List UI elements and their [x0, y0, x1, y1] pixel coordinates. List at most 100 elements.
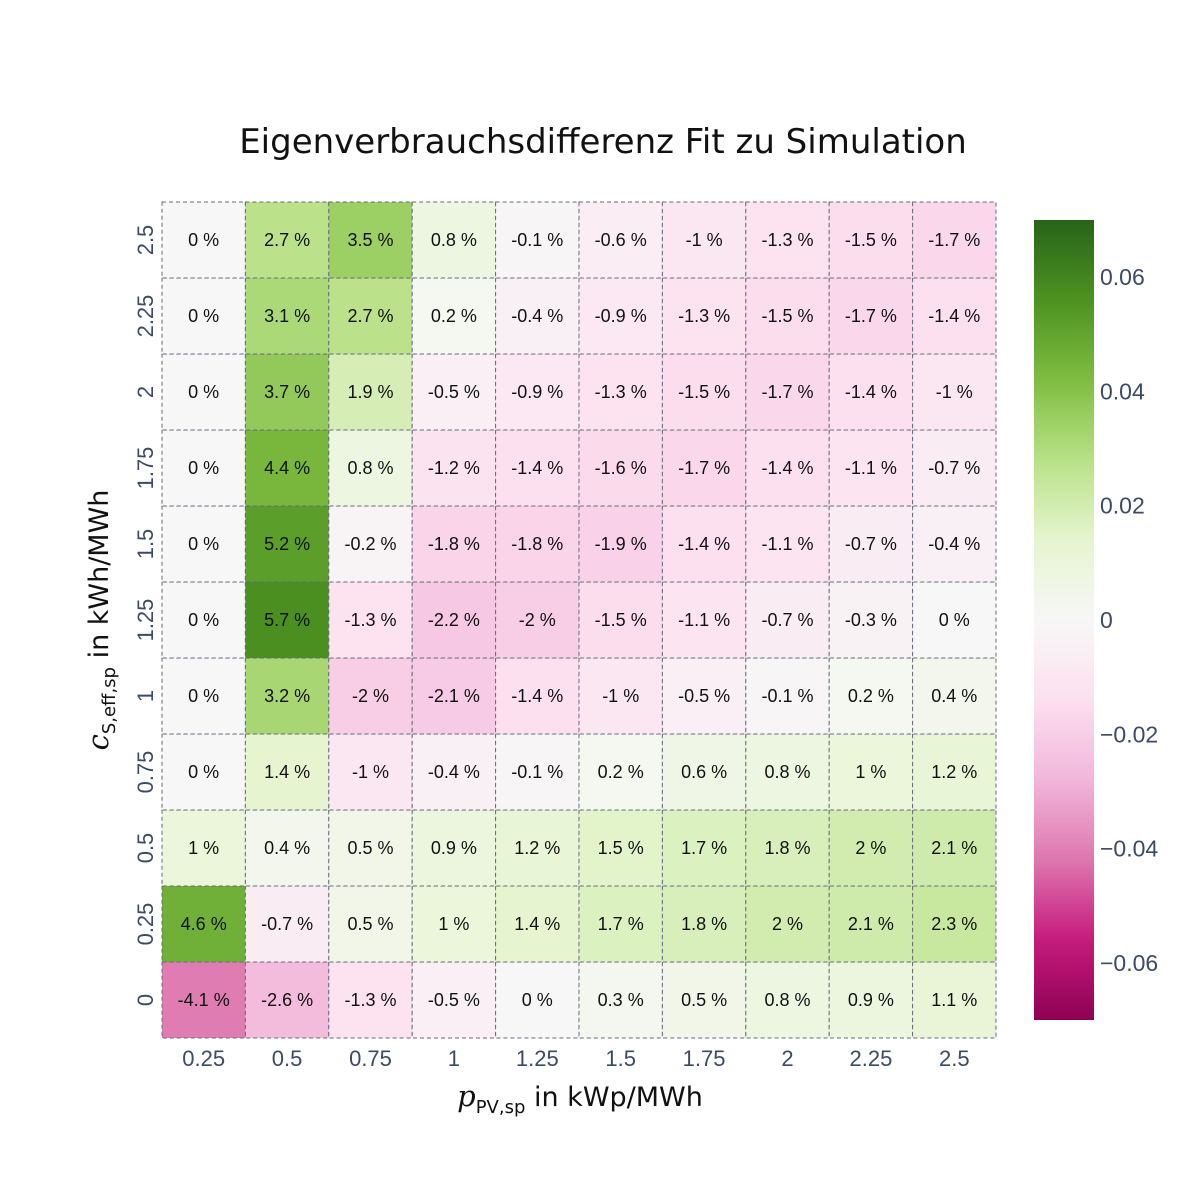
cell-value-label: -0.5 % — [428, 990, 480, 1010]
heatmap-cell — [828, 505, 914, 583]
heatmap-cell — [328, 581, 413, 659]
heatmap-cell — [912, 429, 997, 507]
colorbar — [1034, 220, 1094, 1020]
heatmap-cell — [828, 429, 914, 507]
cell-value-label: -1.8 % — [428, 534, 480, 554]
cell-value-label: -0.7 % — [928, 458, 980, 478]
cell-value-label: 1.8 % — [764, 838, 810, 858]
heatmap-cell — [244, 201, 330, 279]
colorbar-tick-label: 0 — [1100, 607, 1113, 633]
heatmap-cell — [578, 277, 663, 355]
heatmap-cell — [828, 657, 914, 735]
cell-value-label: 0.8 % — [431, 230, 477, 250]
cell-value-label: 4.6 % — [181, 914, 227, 934]
heatmap-cell — [828, 581, 914, 659]
heatmap-cell — [161, 201, 246, 279]
cell-value-label: 0 % — [188, 534, 219, 554]
cell-value-label: -1.4 % — [928, 306, 980, 326]
cell-value-label: 1.2 % — [514, 838, 560, 858]
cell-value-label: -1.3 % — [595, 382, 647, 402]
cell-value-label: -0.4 % — [511, 306, 563, 326]
cell-value-label: -1.4 % — [511, 686, 563, 706]
cell-value-label: 1.1 % — [931, 990, 977, 1010]
y-axis-unit: in kWh/MWh — [84, 490, 115, 667]
cell-value-label: 0.2 % — [598, 762, 644, 782]
heatmap-cell — [828, 201, 914, 279]
heatmap-cell — [495, 809, 580, 887]
x-tick-label: 1.75 — [683, 1046, 726, 1071]
y-tick-label: 2 — [133, 386, 158, 398]
cell-value-label: 0 % — [188, 458, 219, 478]
heatmap-cell — [328, 277, 413, 355]
cell-value-label: -2.1 % — [428, 686, 480, 706]
cell-value-label: -1.1 % — [761, 534, 813, 554]
heatmap-cell — [745, 885, 830, 963]
cell-value-label: 0.6 % — [681, 762, 727, 782]
cell-value-label: 1.2 % — [931, 762, 977, 782]
heatmap-cell — [745, 581, 830, 659]
y-tick-label: 0 — [133, 994, 158, 1006]
heatmap-cell — [828, 885, 914, 963]
heatmap-cell — [244, 277, 330, 355]
heatmap-cell — [661, 277, 747, 355]
cell-value-label: -1.5 % — [761, 306, 813, 326]
cell-value-label: 1.9 % — [347, 382, 393, 402]
heatmap-cell — [495, 657, 580, 735]
cell-value-label: -0.6 % — [595, 230, 647, 250]
cell-value-label: 0.9 % — [848, 990, 894, 1010]
heatmap-cell — [912, 201, 997, 279]
heatmap-cell — [161, 961, 246, 1039]
cell-value-label: -1.3 % — [344, 990, 396, 1010]
y-tick-label: 0.5 — [133, 833, 158, 864]
cell-value-label: -0.4 % — [928, 534, 980, 554]
x-axis-unit: in kWp/MWh — [525, 1082, 702, 1113]
heatmap-cell — [912, 505, 997, 583]
cell-value-label: -1.8 % — [511, 534, 563, 554]
heatmap-cell — [912, 657, 997, 735]
heatmap-cell — [244, 429, 330, 507]
heatmap-cell — [745, 277, 830, 355]
cell-value-label: 1.7 % — [598, 914, 644, 934]
cell-value-label: -1.7 % — [678, 458, 730, 478]
y-tick-label: 0.25 — [133, 903, 158, 946]
colorbar-tick-label: −0.04 — [1100, 836, 1158, 862]
cell-value-label: -4.1 % — [178, 990, 230, 1010]
heatmap-cell — [578, 429, 663, 507]
cell-value-label: -0.5 % — [428, 382, 480, 402]
cell-value-label: 0.8 % — [347, 458, 393, 478]
heatmap-cell — [661, 657, 747, 735]
heatmap-cell — [495, 277, 580, 355]
heatmap-cell — [578, 505, 663, 583]
cell-value-label: -0.9 % — [511, 382, 563, 402]
cell-value-label: 5.2 % — [264, 534, 310, 554]
cell-value-label: -1.2 % — [428, 458, 480, 478]
heatmap-cell — [828, 809, 914, 887]
cell-value-label: 4.4 % — [264, 458, 310, 478]
heatmap-cell — [578, 353, 663, 431]
cell-value-label: 1 % — [188, 838, 219, 858]
heatmap-cell — [661, 429, 747, 507]
cell-value-label: -0.4 % — [428, 762, 480, 782]
heatmap-cell — [578, 809, 663, 887]
cell-value-label: 0.8 % — [764, 762, 810, 782]
cell-value-label: 1.4 % — [514, 914, 560, 934]
cell-value-label: -0.1 % — [761, 686, 813, 706]
heatmap-cell — [328, 429, 413, 507]
cell-value-label: -1.7 % — [928, 230, 980, 250]
cell-value-label: -1 % — [936, 382, 973, 402]
cell-value-label: -1.1 % — [678, 610, 730, 630]
x-tick-label: 2.5 — [939, 1046, 970, 1071]
heatmap-cell — [828, 353, 914, 431]
y-axis-ticks: 0 0.25 0.5 0.75 1 1.25 1.5 1.75 2 2.25 2.5 — [133, 225, 158, 1006]
heatmap-cell — [745, 809, 830, 887]
heatmap-cell — [244, 885, 330, 963]
cell-value-label: 2.3 % — [931, 914, 977, 934]
cell-value-label: 1.5 % — [598, 838, 644, 858]
cell-value-label: 0.5 % — [347, 914, 393, 934]
heatmap-cell — [161, 353, 246, 431]
cell-value-label: -1.4 % — [511, 458, 563, 478]
colorbar-tick-label: 0.04 — [1100, 378, 1145, 404]
heatmap-cell — [912, 961, 997, 1039]
cell-value-label: 3.7 % — [264, 382, 310, 402]
